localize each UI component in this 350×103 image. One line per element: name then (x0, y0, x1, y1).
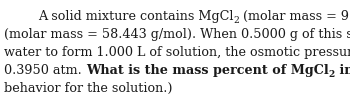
Text: 0.3950 atm.: 0.3950 atm. (4, 64, 86, 77)
Text: (molar mass = 58.443 g/mol). When 0.5000 g of this solid is dissolved in enough: (molar mass = 58.443 g/mol). When 0.5000… (4, 28, 350, 41)
Text: A solid mixture contains MgCl: A solid mixture contains MgCl (38, 10, 233, 23)
Text: (molar mass = 95.218 g/mol) and NaCl: (molar mass = 95.218 g/mol) and NaCl (239, 10, 350, 23)
Text: in the solid?: in the solid? (335, 64, 350, 77)
Text: 2: 2 (233, 16, 239, 25)
Text: 2: 2 (329, 70, 335, 79)
Text: water to form 1.000 L of solution, the osmotic pressure at 25.0 °C is observed t: water to form 1.000 L of solution, the o… (4, 46, 350, 59)
Text: What is the mass percent of MgCl: What is the mass percent of MgCl (86, 64, 329, 77)
Text: behavior for the solution.): behavior for the solution.) (4, 82, 173, 95)
